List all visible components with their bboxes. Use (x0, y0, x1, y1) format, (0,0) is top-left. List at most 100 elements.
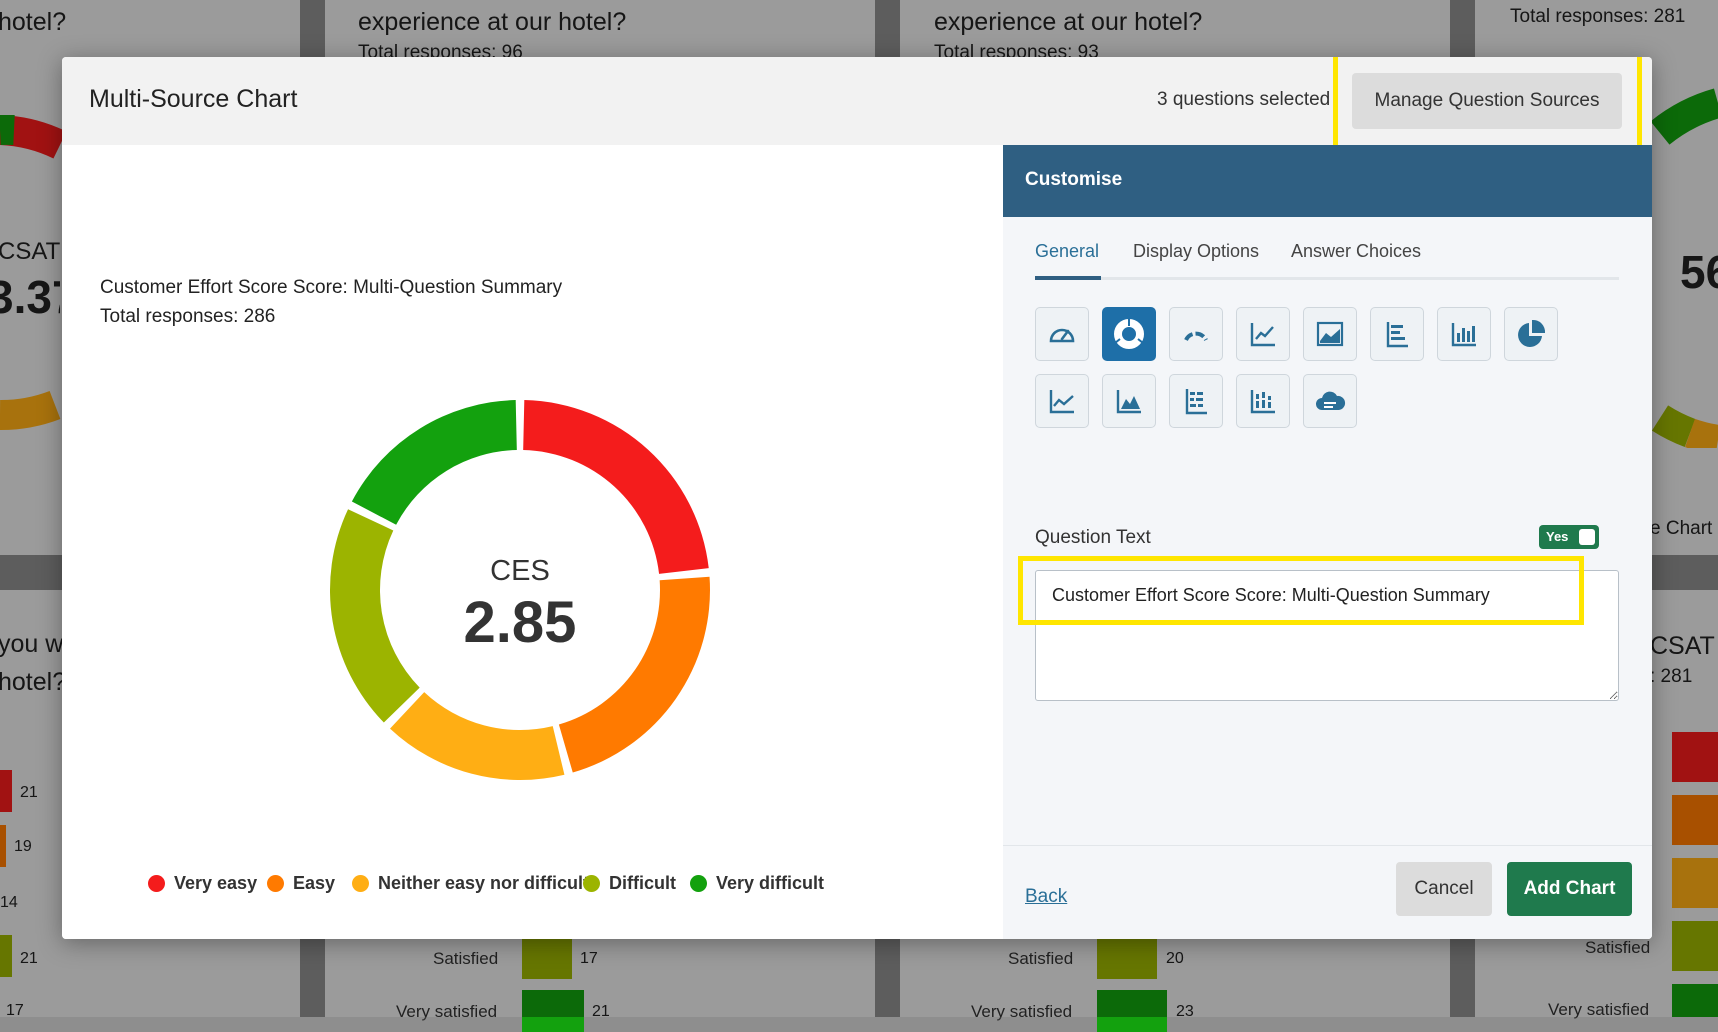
bg-bar-label: Very satisfied (1548, 1000, 1650, 1019)
legend-swatch (267, 875, 284, 892)
bg-card-responses: Total responses: 281 (1510, 6, 1686, 27)
bg-card-title: experience at our hotel? (358, 8, 627, 36)
area-chart-icon[interactable] (1303, 307, 1357, 361)
chart-legend: Very easy Easy Neither easy nor difficult D… (62, 873, 1003, 903)
gauge-icon[interactable] (1035, 307, 1089, 361)
donut-chart-icon[interactable] (1102, 307, 1156, 361)
bg-bar-label: Very satisfied (396, 1002, 498, 1021)
donut-slice-difficult[interactable] (330, 509, 420, 723)
bg-bar-value: 21 (20, 950, 38, 967)
bg-bar-value: 17 (6, 1002, 24, 1019)
donut-slice-very-difficult[interactable] (351, 400, 517, 525)
bg-card-title: hotel? (0, 8, 67, 36)
horizontal-bar-icon[interactable] (1370, 307, 1424, 361)
mountain-chart-icon[interactable] (1102, 374, 1156, 428)
active-tab-indicator (1035, 276, 1101, 280)
bg-bar (522, 937, 572, 979)
manage-question-sources-button[interactable]: Manage Question Sources (1352, 73, 1622, 129)
bg-bar-value: 14 (0, 894, 18, 911)
bg-bar-value: 23 (1176, 1003, 1194, 1020)
donut-center-value: 2.85 (464, 590, 577, 655)
line-chart-icon[interactable] (1236, 307, 1290, 361)
legend-item-neither-easy-nor-difficult[interactable]: Neither easy nor difficult (352, 873, 589, 894)
legend-swatch (690, 875, 707, 892)
bg-bar-label: Satisfied (1585, 938, 1651, 957)
back-link[interactable]: Back (1025, 886, 1068, 907)
toggle-knob (1579, 529, 1595, 545)
bg-bar (0, 770, 12, 812)
bg-bar (1097, 937, 1157, 979)
bg-bar (1672, 984, 1718, 1017)
legend-label: Very difficult (716, 873, 825, 893)
add-chart-button[interactable]: Add Chart (1507, 862, 1632, 916)
bg-bar (1672, 732, 1718, 782)
dialog-footer: Back Cancel Add Chart (1003, 845, 1652, 939)
donut-center-label: CES (490, 555, 550, 587)
bg-metric-value: 56 (1680, 246, 1718, 298)
bg-chart-label: e Chart (1650, 518, 1713, 539)
bg-card-title: experience at our hotel? (934, 8, 1203, 36)
tab-general[interactable]: General (1035, 241, 1100, 261)
legend-label: Very easy (174, 873, 258, 893)
bg-bar (1672, 921, 1718, 971)
legend-item-very-easy[interactable]: Very easy (148, 873, 257, 894)
toggle-label: Yes (1546, 529, 1569, 544)
trend-line-icon[interactable] (1035, 374, 1089, 428)
customise-tabs: General Display Options Answer Choices (1035, 235, 1619, 280)
tab-display-options[interactable]: Display Options (1133, 241, 1260, 261)
donut-chart: CES 2.85 (330, 400, 710, 781)
cancel-button[interactable]: Cancel (1396, 862, 1492, 916)
bg-bar-label: Satisfied (1008, 949, 1074, 968)
bg-question: you wi (0, 630, 69, 658)
bg-bar (0, 935, 12, 977)
bg-bar (1672, 795, 1718, 845)
bg-bar (1672, 858, 1718, 908)
customise-title: Customise (1025, 169, 1123, 190)
question-text-input[interactable]: Customer Effort Score Score: Multi-Quest… (1035, 570, 1619, 701)
tab-answer-choices[interactable]: Answer Choices (1291, 241, 1422, 261)
stacked-bar-icon[interactable] (1169, 374, 1223, 428)
legend-label: Difficult (609, 873, 676, 893)
modal-header: Multi-Source Chart 3 questions selected … (62, 57, 1652, 146)
donut-slice-neither-easy-nor-difficult[interactable] (390, 692, 565, 781)
legend-item-difficult[interactable]: Difficult (583, 873, 676, 894)
question-text-label: Question Text (1035, 527, 1151, 548)
legend-item-very-difficult[interactable]: Very difficult (690, 873, 824, 894)
customise-panel: Customise General Display Options Answer… (1003, 145, 1652, 939)
bg-csat: CSAT - (1650, 632, 1718, 660)
word-cloud-icon[interactable] (1303, 374, 1357, 428)
donut-slice-easy[interactable] (558, 576, 710, 773)
bg-bar-value: 21 (592, 1003, 610, 1020)
bg-metric-value: 3.37 (0, 271, 60, 323)
bg-metric-label: CSAT (0, 238, 61, 265)
semi-gauge-icon[interactable] (1169, 307, 1223, 361)
legend-label: Easy (293, 873, 336, 893)
bg-bar-value: 20 (1166, 950, 1184, 967)
modal-title: Multi-Source Chart (89, 85, 298, 113)
donut-slice-very-easy[interactable] (523, 400, 709, 574)
chart-title: Customer Effort Score Score: Multi-Quest… (100, 277, 563, 298)
bg-bar (0, 825, 6, 867)
bg-question: hotel? (0, 668, 67, 696)
questions-selected-count: 3 questions selected (1157, 89, 1331, 110)
legend-swatch (583, 875, 600, 892)
chart-total-responses: Total responses: 286 (100, 306, 276, 327)
question-text-toggle[interactable]: Yes (1539, 525, 1599, 549)
customise-header: Customise (1003, 145, 1652, 217)
stacked-column-icon[interactable] (1236, 374, 1290, 428)
legend-swatch (352, 875, 369, 892)
bg-responses: : 281 (1650, 666, 1693, 687)
multi-source-chart-dialog: Multi-Source Chart 3 questions selected … (62, 57, 1652, 939)
pie-chart-icon[interactable] (1504, 307, 1558, 361)
bg-bar-value: 21 (20, 784, 38, 801)
bg-gauge (0, 115, 67, 430)
bg-bar-label: Very satisfied (971, 1002, 1073, 1021)
bg-bar-value: 17 (580, 950, 598, 967)
chart-preview-panel: Customer Effort Score Score: Multi-Quest… (62, 145, 1003, 939)
bg-bar-value: 19 (14, 838, 32, 855)
legend-swatch (148, 875, 165, 892)
legend-item-easy[interactable]: Easy (267, 873, 335, 894)
bg-bar-label: Satisfied (433, 949, 499, 968)
vertical-bar-icon[interactable] (1437, 307, 1491, 361)
legend-label: Neither easy nor difficult (378, 873, 590, 893)
